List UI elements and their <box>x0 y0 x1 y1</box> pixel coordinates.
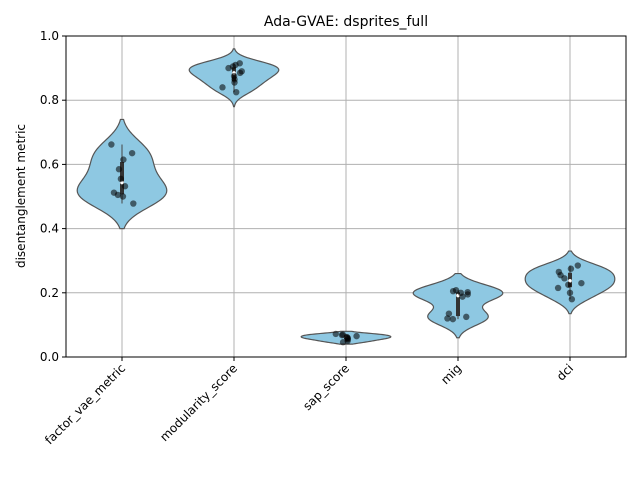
data-point <box>117 175 125 183</box>
data-point <box>120 156 127 163</box>
data-point <box>449 287 457 295</box>
data-point <box>574 262 582 269</box>
data-point <box>119 193 127 200</box>
data-point <box>130 200 137 207</box>
data-point <box>236 69 244 77</box>
data-point <box>114 191 122 199</box>
y-tick-label: 0.6 <box>40 157 59 171</box>
data-point <box>578 279 585 287</box>
data-point <box>444 315 451 322</box>
data-point <box>567 265 575 272</box>
violin-median <box>568 278 572 283</box>
data-point <box>353 332 360 340</box>
data-point <box>566 289 574 296</box>
y-tick-label: 1.0 <box>40 29 59 43</box>
data-point <box>108 141 115 148</box>
y-tick-label: 0.2 <box>40 286 59 300</box>
data-point <box>565 281 572 288</box>
data-point <box>231 79 238 86</box>
data-point <box>115 166 123 173</box>
data-point <box>225 64 232 72</box>
y-tick-label: 0.4 <box>40 222 59 236</box>
y-tick-label: 0.8 <box>40 93 59 107</box>
chart-title: Ada-GVAE: dsprites_full <box>264 14 428 30</box>
data-point <box>338 331 346 339</box>
data-point <box>121 183 129 190</box>
data-point <box>463 313 470 321</box>
data-point <box>449 315 457 323</box>
y-axis-label: disentanglement metric <box>14 124 28 268</box>
data-point <box>339 339 347 346</box>
data-point <box>332 330 339 338</box>
data-point <box>554 284 562 292</box>
data-point <box>219 84 226 91</box>
y-axis-ticks: 0.0 0.2 0.4 0.6 0.8 1.0 <box>40 29 66 364</box>
y-tick-label: 0.0 <box>40 350 59 364</box>
data-point <box>459 293 466 300</box>
data-point <box>561 275 568 282</box>
data-point <box>568 296 576 303</box>
data-point <box>445 310 453 317</box>
data-points <box>108 60 585 346</box>
data-point <box>233 88 240 96</box>
data-point <box>128 149 136 157</box>
data-point <box>464 291 471 298</box>
